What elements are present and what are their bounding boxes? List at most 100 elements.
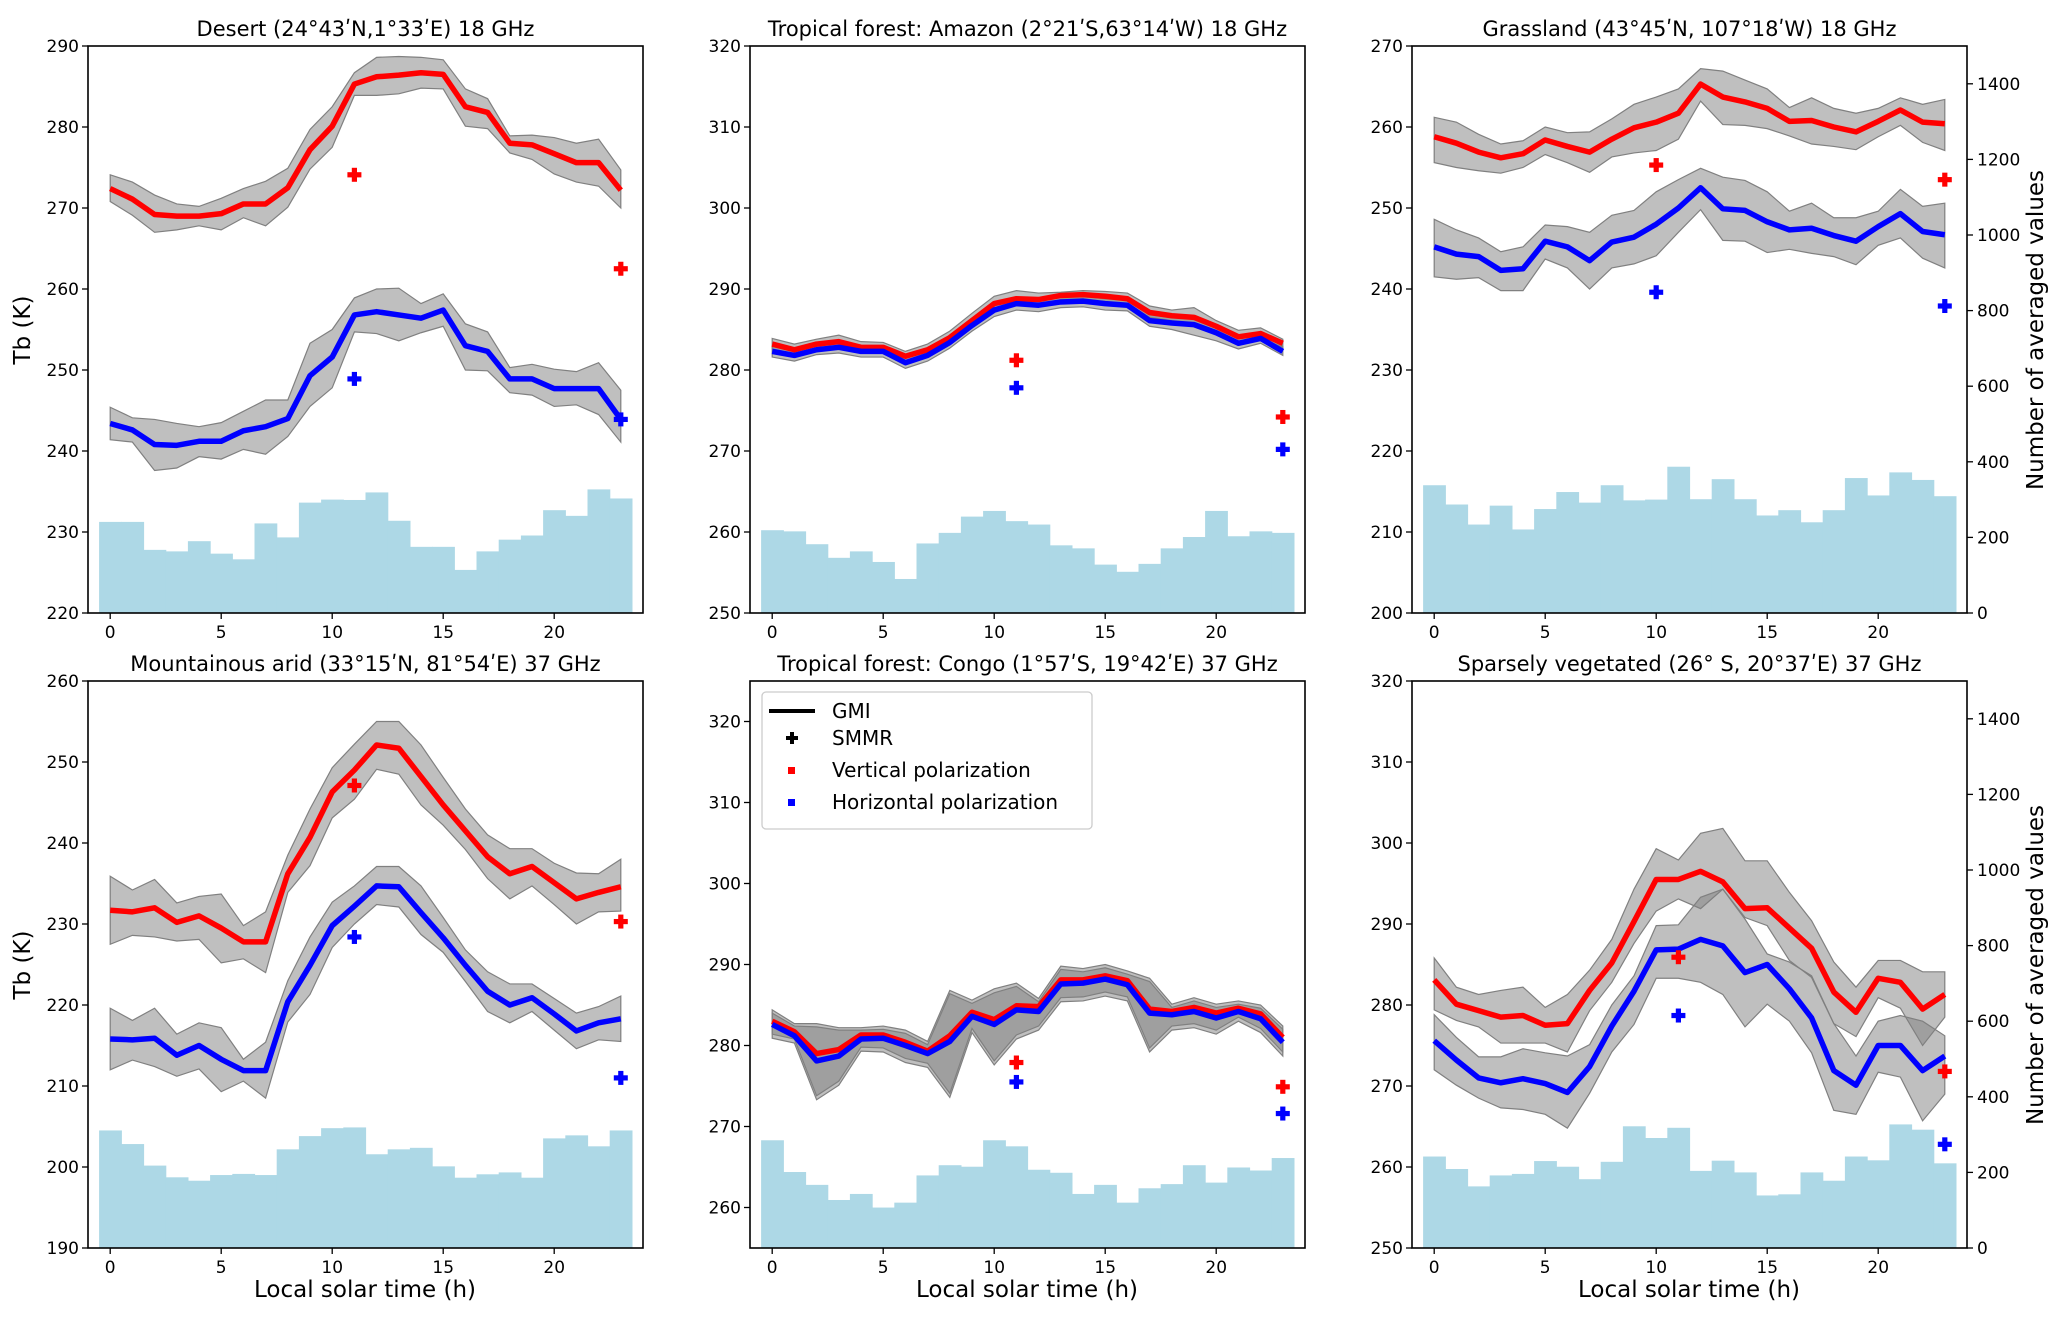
x-axis-label-congo: Local solar time (h) — [916, 1277, 1138, 1303]
plot-area — [761, 290, 1295, 613]
histogram-bar — [1822, 510, 1846, 613]
histogram-bar — [276, 1149, 300, 1248]
y2-tick-label: 0 — [1977, 1239, 1988, 1259]
y-tick-label: 200 — [1371, 604, 1403, 624]
histogram-bar — [1467, 1186, 1491, 1248]
histogram-bar — [849, 1193, 873, 1248]
x-tick-label: 15 — [432, 1258, 454, 1278]
smmr-plus-v — [1675, 950, 1681, 965]
y-tick-label: 270 — [47, 199, 79, 219]
y-axis-label-top-left: Tb (K) — [10, 296, 36, 366]
uncertainty-band-horizontal — [109, 865, 622, 1100]
smmr-marker-vertical — [347, 778, 362, 793]
y-tick-label: 270 — [1371, 37, 1403, 57]
histogram-bar — [1578, 1179, 1602, 1248]
smmr-plus-v — [1280, 442, 1286, 457]
histogram-bar — [210, 553, 233, 613]
smmr-plus-v — [351, 778, 357, 793]
histogram-bar — [1733, 1172, 1757, 1248]
plot-area — [1423, 827, 1957, 1248]
panel-title: Sparsely vegetated (26° S, 20°37ʹE) 37 G… — [1458, 652, 1922, 676]
y-tick-label: 210 — [1371, 523, 1403, 543]
smmr-plus-v — [1280, 1106, 1286, 1121]
y-tick-label: 210 — [47, 1077, 79, 1097]
histogram-bar — [1645, 499, 1668, 613]
histogram-bar — [99, 521, 122, 613]
histogram-bar — [476, 1174, 500, 1248]
histogram-bar — [587, 489, 611, 613]
histogram-bar — [1249, 1170, 1273, 1248]
x-tick-label: 20 — [1205, 1258, 1227, 1278]
y-tick-label: 290 — [709, 956, 741, 976]
histogram-bar — [409, 1147, 433, 1248]
histogram-bar — [609, 1130, 633, 1248]
smmr-marker-vertical — [613, 914, 628, 929]
histogram-bar — [1889, 1124, 1913, 1248]
histogram-bar — [1094, 564, 1117, 613]
y2-tick-label: 0 — [1977, 604, 1988, 624]
smmr-plus-v — [1013, 1074, 1019, 1089]
y-tick-label: 220 — [47, 996, 79, 1016]
histogram-bar — [805, 1184, 829, 1248]
y-tick-label: 310 — [709, 118, 741, 138]
smmr-marker-horizontal — [613, 1070, 628, 1085]
histogram-bar — [232, 1173, 256, 1248]
histogram-bar — [254, 523, 278, 613]
histogram-bar — [1005, 1146, 1029, 1248]
histogram-bar — [1271, 532, 1295, 613]
y2-tick-label: 1200 — [1977, 785, 2020, 805]
panel-amazon: 250 260 270 280 290 300 310 320 0 5 10 15 20 Tropical… — [709, 17, 1306, 643]
smmr-plus-v — [1280, 409, 1286, 424]
histogram-bar — [387, 1149, 411, 1248]
histogram-bar — [498, 539, 522, 613]
histogram-bar — [1534, 509, 1557, 613]
histogram-bar — [1182, 1165, 1206, 1248]
histogram-bar — [960, 1166, 984, 1248]
x-tick-label: 0 — [767, 623, 778, 643]
plot-area — [99, 720, 633, 1248]
uncertainty-band-horizontal — [771, 967, 1284, 1101]
x-tick-label: 5 — [216, 1258, 227, 1278]
y2-axis-label-top-right: Number of averaged values — [2023, 170, 2049, 490]
histogram-bar — [1534, 1161, 1557, 1248]
y2-tick-label: 600 — [1977, 377, 2009, 397]
histogram-bar — [1711, 1160, 1735, 1248]
y-tick-label: 290 — [1371, 915, 1403, 935]
histogram-bar — [476, 551, 500, 613]
histogram-bar — [298, 502, 322, 613]
x-tick-label: 0 — [767, 1258, 778, 1278]
smmr-marker-horizontal — [347, 371, 362, 386]
smmr-plus-v — [1013, 380, 1019, 395]
gmi-line-horizontal — [770, 976, 1285, 1064]
histogram-bar — [565, 1135, 589, 1248]
panel-title: Grassland (43°45ʹN, 107°18ʹW) 18 GHz — [1483, 17, 1897, 41]
smmr-plus-v — [618, 914, 624, 929]
histogram-bar — [1933, 1163, 1957, 1248]
histogram-bar — [543, 510, 566, 613]
histogram-bar — [1138, 1188, 1162, 1248]
x-tick-label: 10 — [1645, 623, 1667, 643]
smmr-marker-vertical — [1649, 158, 1664, 173]
axes-frame — [749, 45, 1306, 614]
histogram-bar — [210, 1175, 233, 1248]
histogram-bar — [143, 1165, 167, 1248]
gmi-line-horizontal — [110, 883, 622, 1074]
y2-tick-label: 400 — [1977, 453, 2009, 473]
y-tick-label: 300 — [709, 199, 741, 219]
histogram-bar — [343, 499, 367, 613]
smmr-plus-v — [1942, 1137, 1948, 1152]
smmr-marker-vertical — [1275, 409, 1290, 424]
legend-horizontal-label: Horizontal polarization — [832, 790, 1058, 814]
histogram-bar — [1889, 472, 1913, 613]
y-tick-label: 230 — [47, 523, 79, 543]
uncertainty-band-horizontal — [109, 287, 622, 472]
histogram-bar — [1800, 1172, 1824, 1248]
y-tick-label: 290 — [47, 37, 79, 57]
x-tick-label: 20 — [543, 623, 565, 643]
y-tick-label: 280 — [1371, 996, 1403, 1016]
histogram-bar — [1822, 1180, 1846, 1248]
histogram-bar — [1027, 524, 1051, 613]
x-tick-label: 20 — [543, 1258, 565, 1278]
y2-tick-label: 200 — [1977, 1163, 2009, 1183]
histogram-bar — [432, 1166, 455, 1248]
